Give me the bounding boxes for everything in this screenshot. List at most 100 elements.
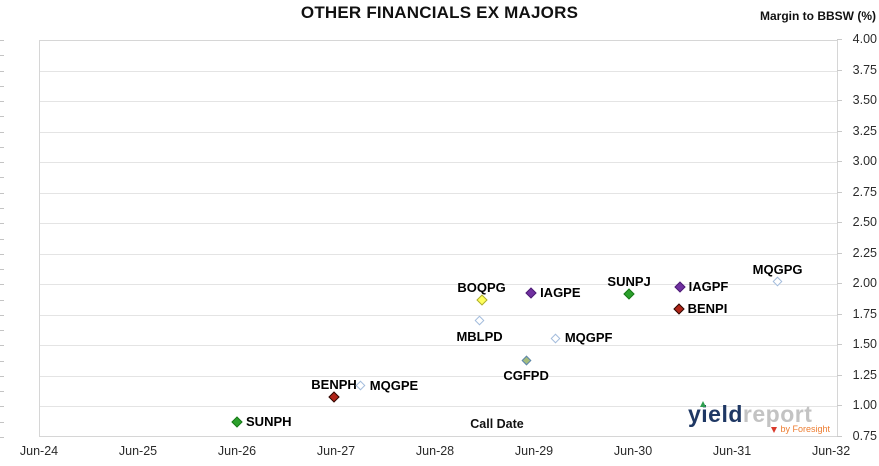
logo-red-triangle-icon xyxy=(771,426,778,433)
y-axis-tick-label: 3.00 xyxy=(852,154,877,169)
gridline xyxy=(40,223,837,225)
gridline xyxy=(40,192,837,194)
left-edge-tick-mark xyxy=(0,162,4,164)
y-axis-tick-mark xyxy=(837,39,842,40)
y-axis-tick-mark xyxy=(837,130,842,132)
x-axis-title: Call Date xyxy=(470,417,524,431)
y-axis-tick-mark xyxy=(837,161,842,163)
left-edge-tick-mark xyxy=(0,330,4,332)
y-axis-tick-label: 2.00 xyxy=(852,276,877,291)
left-edge-tick-mark xyxy=(0,391,4,393)
y-axis-tick-mark xyxy=(837,222,842,224)
yieldreport-logo: yieldreport by Foresight xyxy=(688,401,836,436)
left-edge-tick-mark xyxy=(0,437,4,438)
left-edge-tick-mark xyxy=(0,284,4,286)
plot-area xyxy=(39,40,838,437)
y-axis-unit-label: Margin to BBSW (%) xyxy=(760,9,876,23)
left-edge-tick-mark xyxy=(0,146,4,148)
data-point-label-mqgpg: MQGPG xyxy=(752,261,803,277)
x-axis-tick-label: Jun-27 xyxy=(316,444,356,458)
y-axis-tick-mark xyxy=(837,191,842,193)
left-edge-tick-mark xyxy=(0,345,4,347)
left-edge-tick-mark xyxy=(0,116,4,118)
left-edge-tick-mark xyxy=(0,299,4,301)
gridline xyxy=(40,314,837,316)
y-axis-tick-label: 0.75 xyxy=(852,429,877,443)
logo-wordmark: yieldreport xyxy=(688,401,836,427)
y-axis-tick-label: 3.50 xyxy=(852,93,877,108)
logo-green-triangle-icon xyxy=(700,401,706,407)
data-point-label-iagpf: IAGPF xyxy=(688,278,729,294)
left-edge-tick-mark xyxy=(0,101,4,103)
data-point-label-cgfpd: CGFPD xyxy=(503,368,549,384)
logo-report-text: report xyxy=(742,401,813,427)
y-axis-tick-label: 1.50 xyxy=(852,337,877,352)
gridline xyxy=(40,406,837,408)
left-edge-tick-mark xyxy=(0,238,4,240)
y-axis-tick-mark xyxy=(837,374,842,376)
data-point-label-iagpe: IAGPE xyxy=(540,284,581,300)
data-point-label-sunpj: SUNPJ xyxy=(607,274,651,290)
chart-title: OTHER FINANCIALS EX MAJORS xyxy=(300,3,579,22)
gridline xyxy=(40,70,837,72)
left-edge-tick-mark xyxy=(0,177,4,179)
y-axis-tick-label: 1.25 xyxy=(852,367,877,382)
y-axis-tick-label: 2.25 xyxy=(852,245,877,260)
data-point-label-sunph: SUNPH xyxy=(246,414,292,430)
gridline xyxy=(40,131,837,133)
x-axis-tick-label: Jun-31 xyxy=(712,444,752,458)
left-edge-tick-mark xyxy=(0,207,4,209)
y-axis-tick-label: 2.75 xyxy=(852,184,877,199)
left-edge-tick-mark xyxy=(0,70,4,72)
x-axis-tick-label: Jun-30 xyxy=(613,444,653,458)
data-point-label-benph: BENPH xyxy=(311,376,357,392)
y-axis-tick-label: 4.00 xyxy=(852,32,877,46)
gridline xyxy=(40,284,837,286)
y-axis-tick-mark xyxy=(837,344,842,346)
left-edge-tick-mark xyxy=(0,375,4,377)
logo-byline-text: by Foresight xyxy=(780,424,830,434)
left-edge-tick-mark xyxy=(0,269,4,271)
y-axis-tick-mark xyxy=(837,436,842,437)
y-axis-tick-mark xyxy=(837,252,842,254)
data-point-label-mqgpe: MQGPE xyxy=(369,377,419,393)
data-point-label-mqgpf: MQGPF xyxy=(564,330,613,346)
y-axis-tick-label: 3.25 xyxy=(852,123,877,138)
y-axis-tick-label: 1.75 xyxy=(852,306,877,321)
left-edge-tick-mark xyxy=(0,55,4,57)
left-edge-tick-mark xyxy=(0,253,4,255)
left-edge-tick-mark xyxy=(0,421,4,423)
data-point-label-benpi: BENPI xyxy=(687,300,728,316)
y-axis-tick-label: 2.50 xyxy=(852,215,877,230)
logo-byline: by Foresight xyxy=(771,424,830,434)
gridline xyxy=(40,101,837,103)
left-edge-tick-mark xyxy=(0,360,4,362)
gridline xyxy=(40,345,837,347)
x-axis-tick-label: Jun-26 xyxy=(217,444,257,458)
logo-yield-text: yield xyxy=(688,401,743,427)
y-axis-tick-label: 3.75 xyxy=(852,62,877,77)
x-axis-tick-label: Jun-25 xyxy=(118,444,158,458)
x-axis-tick-label: Jun-24 xyxy=(19,444,59,458)
x-axis-tick-label: Jun-32 xyxy=(811,444,851,458)
y-axis-tick-mark xyxy=(837,69,842,71)
y-axis-tick-label: 1.00 xyxy=(852,398,877,413)
gridline xyxy=(40,375,837,377)
y-axis-tick-mark xyxy=(837,405,842,407)
left-edge-tick-mark xyxy=(0,223,4,225)
gridline xyxy=(40,253,837,255)
left-edge-tick-mark xyxy=(0,192,4,194)
left-edge-tick-mark xyxy=(0,314,4,316)
left-edge-tick-mark xyxy=(0,406,4,408)
left-edge-tick-mark xyxy=(0,131,4,133)
left-edge-tick-mark xyxy=(0,85,4,87)
data-point-label-boqpg: BOQPG xyxy=(457,280,506,296)
gridline xyxy=(40,162,837,164)
x-axis-tick-label: Jun-29 xyxy=(514,444,554,458)
left-edge-tick-mark xyxy=(0,40,4,41)
y-axis-tick-mark xyxy=(837,313,842,315)
x-axis-tick-label: Jun-28 xyxy=(415,444,455,458)
y-axis-tick-mark xyxy=(837,100,842,102)
data-point-label-mblpd: MBLPD xyxy=(456,328,503,344)
